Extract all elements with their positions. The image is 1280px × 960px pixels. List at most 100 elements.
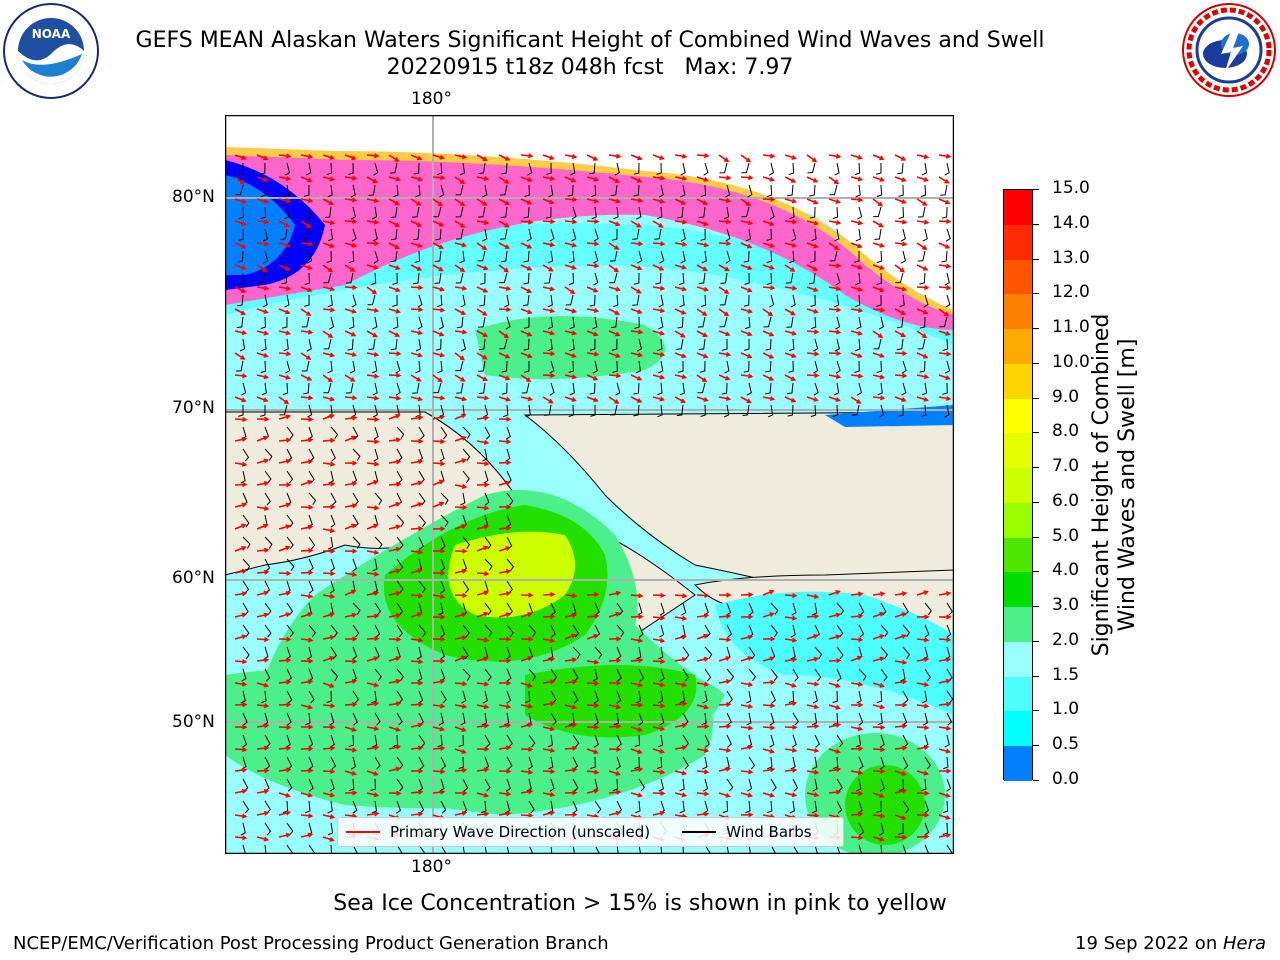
wave-direction-arrow bbox=[740, 154, 751, 163]
wave-arrow-head bbox=[394, 332, 401, 337]
wave-arrow-head bbox=[286, 570, 292, 576]
wind-barb bbox=[351, 228, 357, 242]
wave-direction-arrow bbox=[256, 638, 269, 641]
wave-arrow-head bbox=[416, 266, 423, 271]
wave-arrow-head bbox=[504, 244, 511, 249]
wind-barb bbox=[392, 272, 398, 285]
wave-direction-arrow bbox=[388, 352, 401, 355]
wave-arrow-head bbox=[373, 656, 379, 662]
wave-arrow-head bbox=[307, 679, 314, 685]
wave-direction-arrow bbox=[256, 198, 268, 204]
wave-direction-arrow bbox=[894, 746, 907, 750]
wave-arrow-head bbox=[373, 219, 380, 225]
wave-direction-arrow bbox=[696, 704, 708, 709]
wave-arrow-head bbox=[901, 815, 907, 821]
wave-direction-arrow bbox=[366, 440, 379, 443]
wave-direction-arrow bbox=[850, 655, 862, 662]
wave-direction-arrow bbox=[322, 682, 334, 688]
wave-arrow-head bbox=[506, 636, 512, 642]
wave-arrow-head bbox=[813, 792, 820, 798]
wave-arrow-head bbox=[417, 568, 423, 574]
wind-barb bbox=[572, 800, 578, 814]
wave-arrow-head bbox=[439, 352, 446, 358]
wave-arrow-head bbox=[440, 461, 446, 467]
wave-direction-arrow bbox=[674, 396, 686, 403]
wave-arrow-head bbox=[285, 745, 292, 751]
wave-direction-arrow bbox=[916, 638, 929, 641]
wave-direction-arrow bbox=[630, 176, 642, 183]
wind-barb bbox=[592, 360, 598, 374]
wave-arrow-head bbox=[922, 266, 929, 271]
wind-barb bbox=[307, 404, 313, 418]
wave-direction-arrow bbox=[476, 591, 488, 596]
wave-direction-arrow bbox=[894, 352, 907, 355]
wind-barb bbox=[572, 646, 581, 659]
wind-barb bbox=[656, 206, 663, 220]
lat-label-70: 70°N bbox=[172, 398, 215, 418]
wave-arrow-head bbox=[703, 811, 710, 817]
wind-barb bbox=[435, 228, 442, 241]
wave-arrow-head bbox=[681, 745, 688, 751]
wave-arrow-head bbox=[901, 788, 908, 794]
wind-barb bbox=[330, 646, 337, 660]
wind-barb bbox=[745, 228, 752, 242]
wind-barb bbox=[676, 404, 684, 417]
wave-direction-arrow bbox=[784, 198, 796, 203]
wind-barb bbox=[637, 250, 643, 264]
wave-arrow-head bbox=[769, 656, 775, 662]
wave-arrow-head bbox=[439, 726, 446, 732]
footer-host: Hera bbox=[1222, 933, 1266, 954]
wave-direction-arrow bbox=[410, 220, 422, 227]
wind-barb bbox=[284, 162, 291, 176]
wave-direction-arrow bbox=[784, 658, 796, 662]
wave-direction-arrow bbox=[652, 726, 664, 731]
wave-direction-arrow bbox=[278, 591, 290, 596]
chart-subtitle: 20220915 t18z 048h fcst Max: 7.97 bbox=[386, 55, 794, 80]
wind-barb bbox=[413, 228, 420, 241]
wave-arrow-head bbox=[924, 812, 930, 818]
wind-barb bbox=[613, 712, 619, 726]
wave-arrow-head bbox=[460, 267, 466, 273]
wind-barb bbox=[523, 206, 530, 219]
wave-arrow-head bbox=[437, 377, 443, 383]
wave-arrow-head bbox=[395, 546, 402, 552]
wave-direction-arrow bbox=[674, 176, 686, 180]
wind-barb bbox=[372, 228, 378, 242]
wave-direction-arrow bbox=[806, 374, 819, 377]
wave-direction-arrow bbox=[938, 834, 950, 838]
wave-direction-arrow bbox=[630, 396, 642, 403]
footer-date: 19 Sep 2022 on bbox=[1075, 933, 1223, 954]
wind-barb bbox=[569, 250, 575, 264]
wind-barb bbox=[719, 162, 728, 174]
wave-arrow-head bbox=[790, 310, 796, 316]
wind-barb bbox=[460, 492, 466, 506]
wave-direction-arrow bbox=[806, 352, 819, 355]
wave-direction-arrow bbox=[938, 176, 949, 184]
wave-arrow-head bbox=[483, 545, 489, 551]
wave-arrow-head bbox=[440, 438, 446, 444]
wind-barb bbox=[943, 756, 949, 770]
wave-arrow-head bbox=[813, 633, 819, 639]
wave-direction-arrow bbox=[498, 526, 511, 530]
wind-barb bbox=[858, 756, 864, 770]
wave-arrow-head bbox=[417, 415, 424, 421]
wave-direction-arrow bbox=[278, 703, 291, 706]
wind-barb bbox=[725, 250, 731, 264]
wave-direction-arrow bbox=[586, 242, 599, 245]
wind-barb bbox=[434, 250, 442, 263]
wind-barb bbox=[390, 206, 398, 219]
wave-arrow-head bbox=[395, 413, 401, 419]
wave-arrow-head bbox=[506, 307, 512, 313]
wave-direction-arrow bbox=[894, 374, 907, 377]
wind-barb bbox=[835, 272, 841, 286]
wave-direction-arrow bbox=[872, 682, 884, 688]
wave-arrow-head bbox=[747, 308, 753, 314]
wave-direction-arrow bbox=[388, 154, 399, 162]
wave-direction-arrow bbox=[762, 154, 775, 158]
wave-arrow-head bbox=[614, 245, 620, 250]
wind-barb bbox=[282, 800, 289, 814]
wind-barb bbox=[372, 316, 378, 330]
wind-barb bbox=[439, 184, 445, 198]
wave-arrow-head bbox=[835, 329, 842, 335]
wind-barb bbox=[634, 734, 641, 748]
